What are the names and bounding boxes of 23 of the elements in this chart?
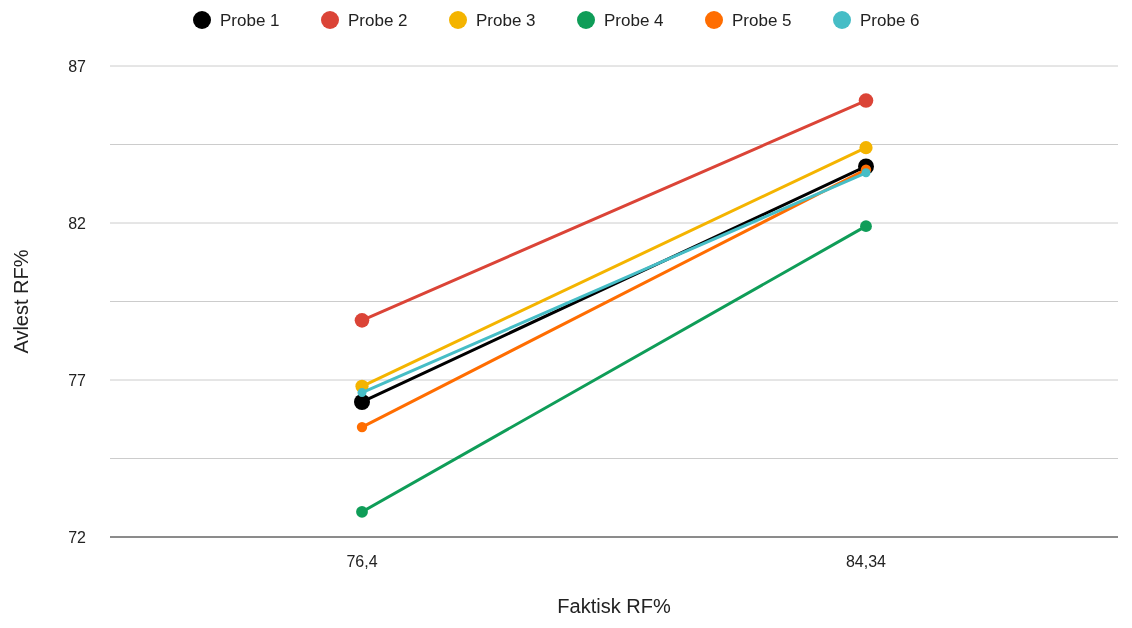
point [861, 168, 871, 178]
point [354, 313, 370, 328]
legend-label: Probe 5 [732, 10, 792, 30]
y-tick-label: 77 [68, 371, 87, 389]
legend-label: Probe 3 [476, 10, 536, 30]
y-tick-label: 82 [68, 214, 87, 232]
point [858, 93, 874, 108]
x-tick-label: 76,4 [346, 553, 378, 570]
point [356, 505, 368, 518]
legend-label: Probe 1 [220, 10, 280, 30]
x-tick-label: 84,34 [845, 553, 887, 570]
point [357, 388, 367, 398]
y-tick-label: 72 [68, 528, 87, 546]
legend-label: Probe 4 [604, 10, 664, 30]
y-axis-title: Avlest RF% [10, 249, 32, 354]
y-tick-label: 87 [68, 57, 87, 75]
point [859, 141, 873, 155]
legend-label: Probe 2 [348, 10, 408, 30]
point [354, 393, 370, 410]
point [860, 220, 872, 233]
x-axis-title: Faktisk RF% [557, 595, 671, 617]
point [356, 421, 368, 433]
legend-label: Probe 6 [860, 10, 920, 30]
